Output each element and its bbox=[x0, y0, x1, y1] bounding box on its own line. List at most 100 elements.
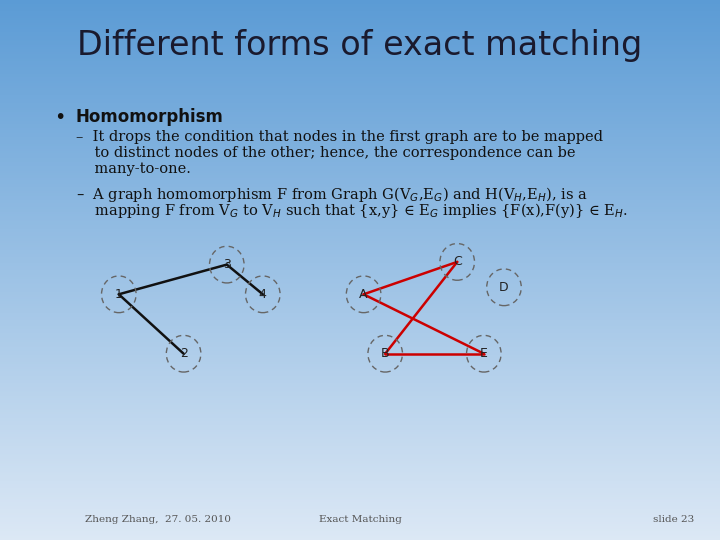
Bar bbox=[0, 49, 720, 50]
Bar bbox=[0, 173, 720, 174]
Bar bbox=[0, 427, 720, 428]
Bar bbox=[0, 464, 720, 466]
Bar bbox=[0, 407, 720, 409]
Bar bbox=[0, 497, 720, 498]
Bar bbox=[0, 54, 720, 56]
Bar bbox=[0, 447, 720, 448]
Bar bbox=[0, 409, 720, 410]
Bar bbox=[0, 430, 720, 432]
Bar bbox=[0, 252, 720, 254]
Bar bbox=[0, 403, 720, 405]
Bar bbox=[0, 398, 720, 400]
Bar bbox=[0, 441, 720, 443]
Bar bbox=[0, 238, 720, 239]
Bar bbox=[0, 113, 720, 115]
Bar bbox=[0, 11, 720, 12]
Bar bbox=[0, 302, 720, 304]
Bar bbox=[0, 131, 720, 133]
Bar bbox=[0, 231, 720, 232]
Bar bbox=[0, 371, 720, 373]
Bar bbox=[0, 401, 720, 403]
Bar bbox=[0, 137, 720, 139]
Bar bbox=[0, 290, 720, 292]
Bar bbox=[0, 299, 720, 301]
Bar bbox=[0, 344, 720, 346]
Bar bbox=[0, 153, 720, 155]
Bar bbox=[0, 36, 720, 38]
Bar bbox=[0, 72, 720, 74]
Bar bbox=[0, 443, 720, 444]
Bar bbox=[0, 96, 720, 97]
Bar bbox=[0, 374, 720, 376]
Bar bbox=[0, 459, 720, 461]
Bar bbox=[0, 282, 720, 285]
Bar bbox=[0, 329, 720, 331]
Bar bbox=[0, 29, 720, 31]
Bar bbox=[0, 194, 720, 196]
Bar bbox=[0, 198, 720, 200]
Bar bbox=[0, 103, 720, 104]
Bar bbox=[0, 322, 720, 324]
Bar bbox=[0, 263, 720, 265]
Bar bbox=[0, 394, 720, 396]
Bar bbox=[0, 2, 720, 4]
Bar bbox=[0, 76, 720, 77]
Bar bbox=[0, 488, 720, 490]
Bar bbox=[0, 528, 720, 529]
Bar bbox=[0, 99, 720, 101]
Bar bbox=[0, 272, 720, 274]
Bar bbox=[0, 358, 720, 360]
Bar bbox=[0, 351, 720, 353]
Text: D: D bbox=[499, 281, 509, 294]
Bar bbox=[0, 474, 720, 475]
Bar bbox=[0, 239, 720, 241]
Bar bbox=[0, 178, 720, 180]
Bar bbox=[0, 457, 720, 459]
Bar bbox=[0, 349, 720, 351]
Bar bbox=[0, 93, 720, 96]
Bar bbox=[0, 106, 720, 108]
Bar bbox=[0, 97, 720, 99]
Bar bbox=[0, 22, 720, 23]
Bar bbox=[0, 236, 720, 238]
Bar bbox=[0, 306, 720, 308]
Bar bbox=[0, 266, 720, 268]
Text: E: E bbox=[480, 347, 487, 360]
Bar bbox=[0, 275, 720, 277]
Bar bbox=[0, 367, 720, 369]
Bar bbox=[0, 454, 720, 455]
Bar bbox=[0, 15, 720, 16]
Bar bbox=[0, 200, 720, 201]
Bar bbox=[0, 227, 720, 228]
Bar bbox=[0, 508, 720, 509]
Bar bbox=[0, 320, 720, 322]
Bar bbox=[0, 211, 720, 212]
Bar bbox=[0, 484, 720, 486]
Bar bbox=[0, 335, 720, 336]
Bar bbox=[0, 376, 720, 378]
Bar bbox=[0, 261, 720, 263]
Text: A: A bbox=[359, 288, 368, 301]
Bar bbox=[0, 328, 720, 329]
Bar bbox=[0, 90, 720, 92]
Bar bbox=[0, 493, 720, 495]
Bar bbox=[0, 313, 720, 315]
Bar bbox=[0, 536, 720, 538]
Bar bbox=[0, 117, 720, 119]
Text: Exact Matching: Exact Matching bbox=[318, 515, 402, 524]
Text: 3: 3 bbox=[223, 258, 230, 271]
Bar bbox=[0, 393, 720, 394]
Bar bbox=[0, 405, 720, 407]
Bar bbox=[0, 115, 720, 117]
Bar bbox=[0, 385, 720, 387]
Text: 4: 4 bbox=[259, 288, 266, 301]
Bar bbox=[0, 502, 720, 504]
Bar bbox=[0, 185, 720, 187]
Bar bbox=[0, 268, 720, 270]
Bar bbox=[0, 5, 720, 7]
Bar bbox=[0, 501, 720, 502]
Bar bbox=[0, 38, 720, 39]
Bar bbox=[0, 142, 720, 144]
Bar bbox=[0, 486, 720, 488]
Bar bbox=[0, 468, 720, 470]
